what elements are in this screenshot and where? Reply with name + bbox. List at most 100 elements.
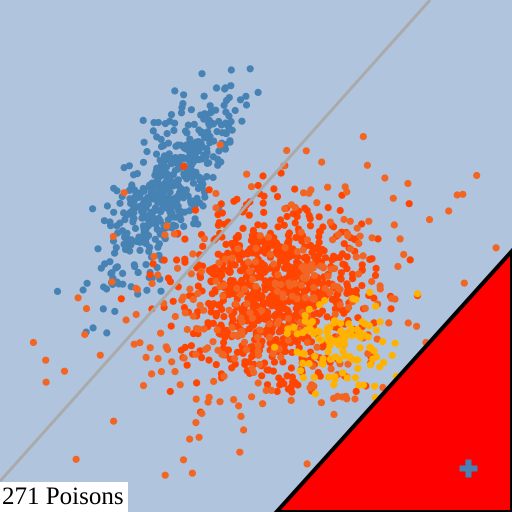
data-point-gold: [324, 373, 333, 381]
data-point-orange: [400, 250, 408, 259]
data-point-orange_red: [181, 235, 189, 243]
data-point-orange_red: [352, 286, 360, 294]
data-point-orange_red: [280, 380, 288, 388]
data-point-orange: [293, 248, 301, 256]
data-point-blue: [103, 202, 111, 210]
data-point-orange: [225, 306, 233, 314]
data-point-orange_red: [214, 211, 222, 219]
data-point-orange_red: [316, 227, 324, 236]
data-point-orange: [179, 293, 187, 301]
data-point-orange_red: [198, 354, 206, 362]
data-point-orange_red: [358, 282, 366, 290]
data-point-orange_red: [315, 213, 323, 221]
data-point-orange_red: [303, 254, 311, 263]
data-point-orange: [307, 186, 315, 194]
data-point-orange_red: [258, 292, 266, 301]
data-point-gold: [306, 320, 314, 328]
data-point-orange_red: [331, 305, 339, 313]
data-point-orange: [157, 368, 165, 376]
data-point-orange: [313, 343, 321, 351]
data-point-orange_red: [305, 212, 313, 220]
data-point-orange: [154, 271, 162, 279]
data-point-orange: [404, 319, 412, 327]
data-point-orange_red: [283, 254, 291, 262]
data-point-orange_red: [273, 193, 282, 201]
data-point-orange: [240, 338, 249, 346]
data-point-blue: [126, 195, 134, 203]
data-point-orange_red: [358, 220, 366, 228]
data-point-gold: [353, 326, 362, 334]
data-point-orange: [170, 230, 178, 238]
data-point-orange: [244, 258, 252, 266]
data-point-orange: [254, 333, 262, 341]
data-point-orange: [213, 326, 221, 334]
data-point-blue: [217, 158, 225, 166]
data-point-orange: [179, 456, 188, 464]
data-point-orange: [330, 410, 338, 418]
data-point-orange: [216, 141, 224, 149]
data-point-orange: [334, 231, 342, 239]
data-point-orange: [305, 263, 313, 271]
data-point-gold: [293, 330, 301, 338]
data-point-orange_red: [204, 319, 212, 327]
data-point-gold: [349, 295, 357, 303]
data-point-orange_red: [208, 265, 216, 273]
decision-boundary-line: [0, 0, 432, 483]
data-point-orange: [297, 281, 305, 289]
data-point-orange: [284, 315, 292, 323]
data-point-orange: [352, 253, 360, 261]
data-point-orange: [445, 207, 453, 215]
data-point-orange_red: [254, 221, 262, 229]
data-point-blue: [169, 221, 177, 229]
data-point-orange_red: [259, 172, 267, 180]
data-point-blue: [190, 220, 198, 228]
data-point-blue: [152, 150, 161, 158]
data-point-orange: [242, 346, 251, 354]
data-point-orange: [238, 331, 246, 339]
data-point-gold: [319, 360, 327, 368]
data-point-orange_red: [286, 269, 294, 277]
data-point-orange_red: [226, 268, 234, 276]
data-point-gold: [341, 340, 349, 348]
data-point-orange_red: [275, 374, 283, 382]
data-point-gold: [358, 318, 366, 326]
data-point-orange_red: [149, 260, 157, 268]
data-point-blue: [157, 135, 165, 143]
data-point-orange_red: [288, 388, 296, 396]
data-point-orange: [267, 386, 276, 394]
data-point-orange: [310, 272, 319, 280]
data-point-orange_red: [238, 276, 246, 284]
data-point-blue: [227, 82, 235, 90]
data-point-orange: [281, 244, 289, 252]
data-point-orange: [303, 460, 311, 468]
data-point-gold: [354, 364, 362, 372]
data-point-orange_red: [246, 245, 254, 253]
data-point-orange_red: [348, 270, 356, 278]
data-point-blue: [254, 88, 262, 96]
data-point-blue: [177, 109, 186, 117]
data-point-orange: [303, 338, 311, 347]
data-point-orange_red: [231, 360, 239, 368]
data-point-orange: [277, 280, 285, 289]
data-point-blue: [163, 130, 171, 138]
data-point-orange: [212, 204, 220, 212]
data-point-orange: [219, 292, 227, 300]
data-point-blue: [183, 129, 191, 137]
data-point-orange_red: [270, 358, 279, 366]
data-point-blue: [186, 135, 194, 143]
data-point-orange: [235, 402, 243, 410]
data-point-orange: [287, 396, 295, 404]
data-point-blue: [143, 148, 151, 156]
data-point-blue: [180, 171, 188, 179]
data-point-orange: [274, 271, 282, 279]
data-point-gold: [324, 348, 332, 356]
data-point-orange_red: [259, 266, 267, 274]
data-point-blue: [99, 305, 107, 313]
data-point-blue: [169, 213, 177, 221]
data-point-blue: [140, 187, 148, 195]
data-point-orange: [163, 222, 171, 230]
data-point-orange_red: [211, 288, 219, 296]
data-point-gold: [310, 373, 318, 381]
data-point-orange: [154, 355, 162, 363]
data-point-orange: [336, 285, 344, 293]
